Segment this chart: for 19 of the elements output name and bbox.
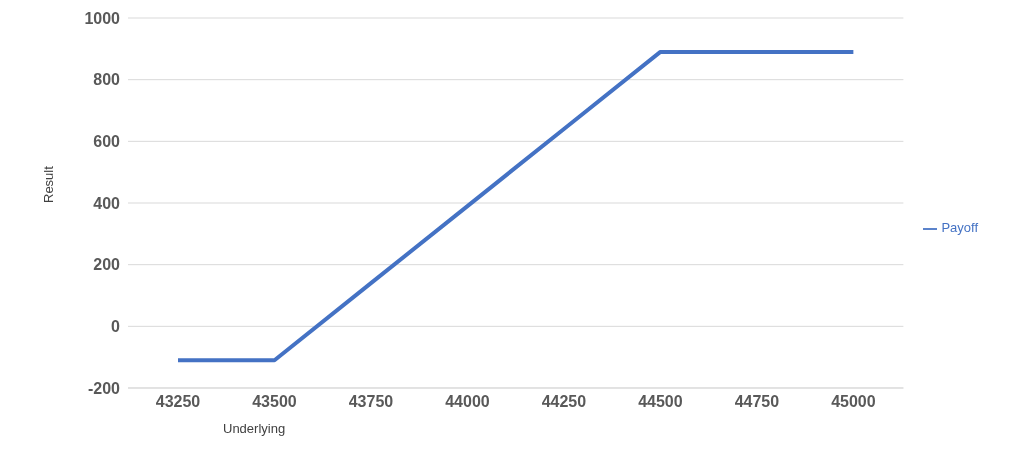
y-tick-label: -200	[87, 379, 121, 397]
x-tick-label: 43750	[348, 393, 394, 411]
y-tick-label: 1000	[84, 9, 121, 27]
y-tick-label: 600	[93, 133, 121, 151]
x-tick-label: 44750	[734, 393, 780, 411]
line-series	[176, 49, 856, 363]
y-tick-label: 400	[93, 194, 121, 212]
x-tick-label: 43250	[155, 393, 201, 411]
x-tick-label: 44000	[445, 393, 490, 411]
x-axis-title: Underlying	[223, 421, 286, 436]
x-tick-label: 43500	[252, 393, 297, 411]
x-tick-label: 45000	[831, 393, 876, 411]
y-tick-label: 800	[93, 71, 121, 89]
legend-label: Payoff	[941, 220, 978, 236]
x-tick-label: 44250	[541, 393, 587, 411]
x-tick-label: 44500	[638, 393, 683, 411]
y-tick-label: 0	[111, 318, 121, 336]
y-axis-title: Result	[40, 165, 56, 203]
y-tick-label: 200	[93, 256, 121, 274]
